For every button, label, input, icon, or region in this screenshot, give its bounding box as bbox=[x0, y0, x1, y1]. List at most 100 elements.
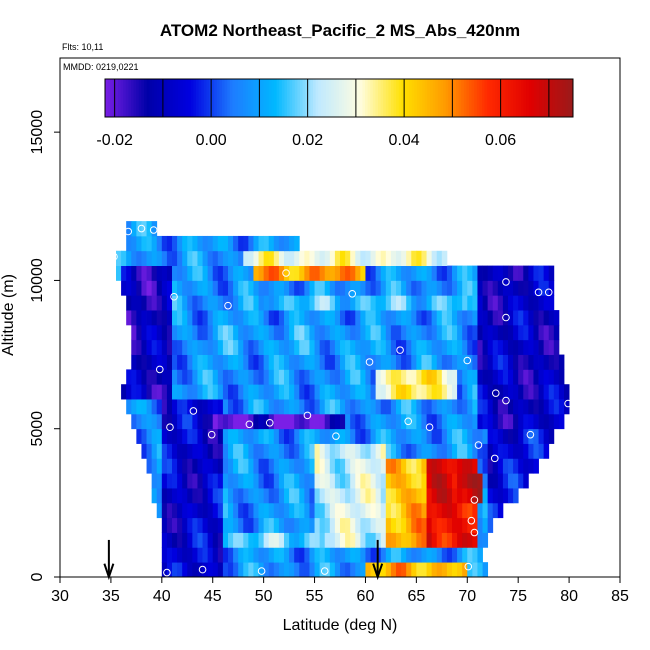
heatmap-cell bbox=[202, 280, 209, 296]
heatmap-cell bbox=[253, 547, 259, 563]
heatmap-cell bbox=[340, 562, 346, 578]
heatmap-cell bbox=[197, 280, 203, 296]
heatmap-cell bbox=[319, 547, 326, 563]
colorbar-segment bbox=[414, 79, 418, 117]
heatmap-cell bbox=[487, 488, 494, 504]
colorbar-segment bbox=[534, 79, 538, 117]
heatmap-cell bbox=[345, 517, 351, 533]
heatmap-cell bbox=[436, 413, 443, 430]
heatmap-cell bbox=[172, 280, 178, 296]
heatmap-cell bbox=[421, 250, 427, 266]
heatmap-cell bbox=[309, 280, 315, 296]
heatmap-cell bbox=[457, 280, 463, 296]
sample-point-marker bbox=[502, 396, 510, 405]
colorbar-tick-label: 0.04 bbox=[389, 132, 420, 149]
colorbar-segment bbox=[198, 79, 202, 117]
heatmap-cell bbox=[365, 339, 371, 355]
heatmap-cell bbox=[222, 384, 229, 400]
heatmap-cell bbox=[329, 517, 336, 533]
heatmap-cell bbox=[523, 324, 529, 341]
heatmap-cell bbox=[334, 547, 341, 563]
heatmap-cell bbox=[202, 384, 209, 400]
colorbar-segment bbox=[131, 79, 135, 117]
heatmap-cell bbox=[548, 280, 555, 296]
heatmap-cell bbox=[401, 428, 407, 444]
colorbar-segment bbox=[271, 79, 275, 117]
heatmap-cell bbox=[401, 473, 407, 489]
heatmap-cell bbox=[289, 547, 295, 563]
colorbar-segment bbox=[544, 79, 548, 117]
heatmap-cell bbox=[238, 339, 244, 355]
heatmap-cell bbox=[141, 428, 147, 444]
heatmap-cell bbox=[273, 562, 280, 578]
heatmap-cell bbox=[416, 399, 422, 415]
heatmap-cell bbox=[441, 547, 448, 563]
heatmap-cell bbox=[166, 413, 173, 430]
heatmap-cell bbox=[309, 339, 315, 355]
sample-point-marker bbox=[265, 418, 274, 427]
heatmap-cell bbox=[263, 324, 270, 341]
heatmap-cell bbox=[314, 443, 321, 459]
heatmap-cell bbox=[345, 488, 351, 504]
colorbar-segment bbox=[274, 79, 278, 117]
heatmap-cell bbox=[543, 413, 550, 430]
heatmap-cell bbox=[390, 295, 397, 311]
heatmap-cell bbox=[543, 324, 550, 341]
heatmap-cell bbox=[284, 517, 290, 533]
heatmap-cell bbox=[360, 384, 366, 400]
heatmap-cell bbox=[462, 295, 468, 311]
heatmap-cell bbox=[355, 250, 361, 266]
heatmap-cell bbox=[309, 517, 315, 533]
heatmap-cell bbox=[319, 354, 326, 370]
heatmap-cell bbox=[309, 547, 315, 563]
heatmap-cell bbox=[212, 428, 219, 444]
heatmap-cell bbox=[462, 532, 468, 548]
heatmap-cell bbox=[472, 339, 478, 355]
heatmap-cell bbox=[553, 324, 560, 341]
heatmap-cell bbox=[284, 458, 290, 474]
heatmap-cell bbox=[497, 354, 504, 370]
heatmap-cell bbox=[452, 265, 458, 281]
heatmap-cell bbox=[217, 265, 224, 281]
heatmap-cell bbox=[508, 310, 514, 326]
sample-point-marker bbox=[464, 562, 473, 571]
heatmap-cell bbox=[156, 413, 163, 430]
heatmap-cell bbox=[482, 443, 489, 459]
colorbar-segment bbox=[500, 79, 504, 117]
heatmap-cell bbox=[390, 562, 397, 578]
heatmap-cell bbox=[146, 369, 153, 385]
heatmap-cell bbox=[294, 384, 300, 400]
colorbar-segment bbox=[440, 79, 444, 117]
heatmap-cell bbox=[558, 413, 565, 430]
heatmap-cell bbox=[426, 458, 433, 474]
heatmap-cell bbox=[299, 562, 305, 578]
heatmap-cell bbox=[268, 369, 275, 385]
heatmap-cell bbox=[233, 532, 239, 548]
heatmap-cell bbox=[299, 324, 305, 341]
heatmap-cell bbox=[212, 562, 219, 578]
heatmap-cell bbox=[273, 532, 280, 548]
heatmap-cell bbox=[452, 310, 458, 326]
heatmap-cell bbox=[172, 235, 178, 252]
heatmap-cell bbox=[396, 488, 402, 504]
heatmap-cell bbox=[207, 413, 214, 430]
heatmap-cell bbox=[528, 428, 534, 444]
heatmap-cell bbox=[253, 295, 259, 311]
heatmap-cell bbox=[243, 324, 249, 341]
heatmap-cell bbox=[452, 517, 458, 533]
heatmap-cell bbox=[299, 517, 305, 533]
heatmap-cell bbox=[401, 502, 407, 519]
heatmap-cell bbox=[340, 354, 346, 370]
heatmap-cell bbox=[197, 532, 203, 548]
heatmap-cell bbox=[233, 250, 239, 266]
heatmap-cell bbox=[146, 354, 153, 370]
heatmap-cell bbox=[446, 562, 453, 578]
heatmap-cell bbox=[406, 532, 412, 548]
heatmap-cell bbox=[380, 413, 387, 430]
heatmap-cell bbox=[289, 413, 295, 430]
heatmap-cell bbox=[187, 532, 193, 548]
heatmap-cell bbox=[385, 458, 392, 474]
heatmap-cell bbox=[350, 324, 356, 341]
colorbar-segment bbox=[159, 79, 163, 117]
heatmap-cell bbox=[243, 265, 249, 281]
